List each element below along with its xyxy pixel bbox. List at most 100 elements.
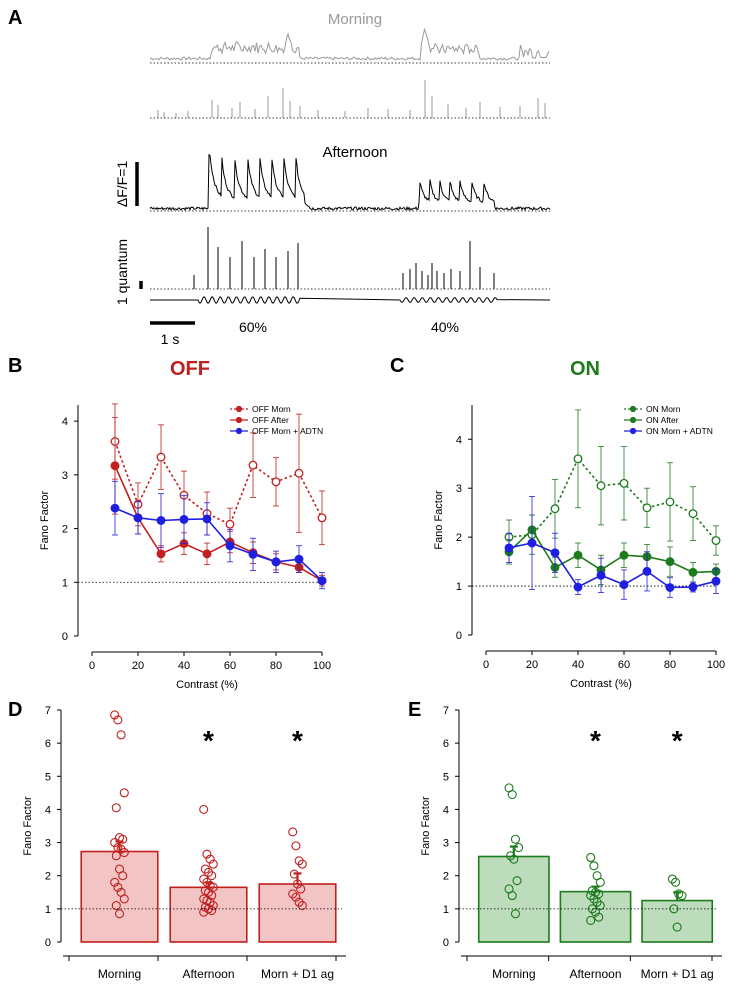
- category-label: Morn + D1 ag: [261, 967, 334, 981]
- x-tick-label: 20: [526, 659, 538, 671]
- data-point: [506, 851, 516, 861]
- legend-marker: [629, 405, 637, 413]
- data-point: [550, 548, 560, 558]
- chart-on-bars: 0 1 2 3 4 5 6 7 Fano Factor Morning * Afternoon * Mor…: [420, 705, 722, 981]
- data-point: [119, 788, 129, 798]
- y-tick-label: 4: [45, 804, 51, 816]
- morning-events: [157, 80, 546, 118]
- y-tick-label: 6: [443, 738, 449, 750]
- data-point: [294, 856, 304, 866]
- y-axis-title: Fano Factor: [420, 796, 432, 856]
- category-label: Morning: [98, 967, 141, 981]
- data-point: [110, 461, 120, 471]
- x-tick-label: 100: [707, 659, 725, 671]
- data-point: [510, 834, 520, 844]
- x-tick-label: 0: [89, 660, 95, 672]
- stimulus-trace: [150, 296, 551, 304]
- y-tick-label: 4: [62, 416, 68, 428]
- legend-label: ON Morn: [646, 404, 681, 414]
- data-point: [594, 912, 604, 922]
- contrast-40-label: 40%: [431, 319, 459, 335]
- data-point: [110, 503, 120, 513]
- legend-label: OFF Morn: [252, 404, 291, 414]
- data-point: [297, 900, 307, 911]
- x-tick-label: 40: [178, 660, 190, 672]
- y-tick-label: 5: [443, 771, 449, 783]
- bar: [169, 886, 248, 943]
- chart-off-bars: 0 1 2 3 4 5 6 7 Fano Factor Morning * Afternoon * Mor…: [22, 705, 346, 981]
- panel-letter-c: C: [390, 355, 404, 377]
- data-point: [271, 477, 281, 487]
- series-line: [114, 465, 323, 582]
- legend-marker: [235, 405, 243, 413]
- data-point: [205, 854, 215, 864]
- x-axis-title: Contrast (%): [570, 678, 632, 690]
- y-axis-title: Fano Factor: [433, 490, 445, 550]
- data-point: [573, 582, 583, 592]
- data-point: [111, 803, 121, 813]
- legend-label: OFF Morn + ADTN: [252, 426, 323, 436]
- y-tick-label: 6: [45, 738, 51, 750]
- data-point: [688, 582, 698, 592]
- panel-letter-b: B: [8, 355, 22, 377]
- x-tick-label: 0: [483, 659, 489, 671]
- data-point: [509, 854, 519, 864]
- data-point: [156, 549, 166, 559]
- data-point: [590, 907, 601, 917]
- legend-label: OFF After: [252, 415, 289, 425]
- y-tick-label: 3: [456, 483, 462, 495]
- data-point: [110, 710, 120, 720]
- y-tick-label: 4: [443, 804, 449, 816]
- y-tick-label: 2: [456, 532, 462, 544]
- category-label: Afternoon: [182, 967, 234, 981]
- data-point: [225, 519, 235, 529]
- y-axis-title: Fano Factor: [22, 796, 34, 856]
- data-point: [208, 859, 218, 869]
- data-point: [291, 841, 301, 851]
- data-point: [665, 583, 675, 592]
- data-point: [271, 557, 281, 567]
- data-point: [677, 891, 687, 901]
- data-point: [595, 877, 605, 887]
- data-point: [133, 513, 143, 523]
- data-point: [202, 849, 212, 859]
- y-tick-label: 0: [443, 937, 449, 949]
- data-point: [667, 874, 677, 884]
- data-point: [156, 452, 166, 462]
- data-point: [317, 513, 327, 523]
- y-tick-label: 1: [45, 904, 51, 916]
- data-point: [289, 869, 299, 879]
- data-point: [665, 557, 675, 567]
- data-point: [510, 909, 520, 919]
- data-point: [672, 922, 682, 932]
- data-point: [110, 877, 120, 887]
- panel-title-off: OFF: [170, 358, 210, 380]
- afternoon-label: Afternoon: [322, 144, 387, 161]
- y-tick-label: 4: [456, 434, 462, 446]
- x-tick-label: 60: [224, 660, 236, 672]
- data-point: [595, 900, 605, 911]
- contrast-60-label: 60%: [239, 319, 267, 335]
- bar: [559, 890, 632, 943]
- quantum-scale-label: 1 quantum: [114, 239, 130, 305]
- data-point: [527, 538, 537, 548]
- data-point: [119, 847, 129, 858]
- legend-label: ON After: [646, 415, 679, 425]
- data-point: [225, 541, 235, 551]
- data-point: [199, 907, 209, 917]
- legend-marker: [629, 416, 637, 424]
- morning-label: Morning: [328, 11, 382, 28]
- legend-marker: [235, 416, 243, 424]
- data-point: [207, 891, 217, 901]
- y-tick-label: 0: [62, 631, 68, 643]
- legend-marker: [629, 427, 637, 435]
- y-tick-label: 5: [45, 771, 51, 783]
- panel-letter-a: A: [8, 7, 22, 29]
- y-tick-label: 7: [45, 705, 51, 717]
- data-point: [118, 871, 128, 881]
- significance-star: *: [590, 725, 601, 756]
- data-point: [179, 514, 189, 524]
- afternoon-trace: [149, 153, 551, 212]
- y-tick-label: 3: [62, 470, 68, 482]
